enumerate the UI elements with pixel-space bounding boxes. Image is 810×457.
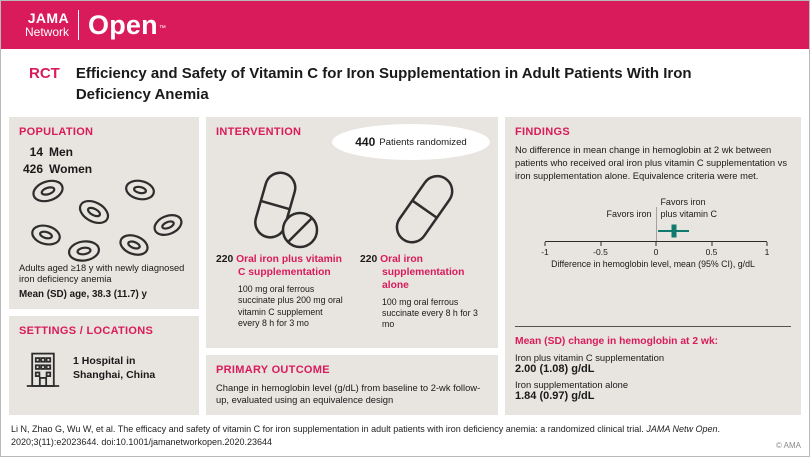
primary-outcome-panel: PRIMARY OUTCOME Change in hemoglobin lev… (206, 354, 498, 415)
citation-doi: . 2020;3(11):e2023644. doi:10.1001/jaman… (11, 424, 721, 447)
zero-line (656, 206, 657, 241)
main-content: POPULATION 14 Men 426 Women (1, 117, 809, 415)
tick-label: -1 (541, 246, 549, 257)
brand-jama-text: JAMA (27, 9, 70, 26)
intervention-panel: INTERVENTION 440 Patients randomized (206, 117, 498, 348)
tick-mark (766, 241, 768, 246)
population-heading: POPULATION (19, 126, 94, 138)
population-panel: POPULATION 14 Men 426 Women (9, 117, 199, 309)
arm2-name: Oral iron supplementation alone (380, 254, 465, 291)
citation-journal: JAMA Netw Open (646, 424, 718, 434)
point-marker (671, 224, 677, 238)
tick-mark (544, 241, 546, 246)
trademark-symbol: ™ (158, 24, 167, 32)
citation-text: Li N, Zhao G, Wu W, et al. The efficacy … (11, 424, 647, 434)
left-column: POPULATION 14 Men 426 Women (9, 117, 199, 415)
study-type-tag: RCT (29, 65, 60, 82)
favor-right-line1: Favors iron (660, 197, 706, 208)
favor-right-line2: plus vitamin C (660, 208, 717, 219)
tick-label: 0.5 (705, 246, 718, 257)
arm2-count: 220 (360, 254, 378, 265)
hospital-icon (26, 352, 60, 387)
jama-network-open-logo: JAMA Network Open ™ (25, 10, 166, 41)
favor-labels-row: Favors iron Favors iron plus vitamin C (545, 195, 767, 221)
forest-plot-area: Favors iron Favors iron plus vitamin C (541, 195, 770, 257)
favors-iron-label: Favors iron (606, 208, 652, 219)
intervention-heading: INTERVENTION (216, 126, 302, 138)
brand-network-text: Network (25, 25, 70, 40)
arm1-detail: 100 mg oral ferrous succinate plus 200 m… (238, 283, 343, 328)
middle-column: INTERVENTION 440 Patients randomized (206, 117, 498, 415)
settings-panel: SETTINGS / LOCATIONS (9, 316, 199, 415)
women-count: 426 (22, 162, 43, 177)
citation: Li N, Zhao G, Wu W, et al. The efficacy … (11, 423, 731, 448)
arm-iron-alone: 220 Oral iron supplementation alone 100 … (360, 170, 488, 331)
result2-label: Iron supplementation alone (515, 379, 629, 390)
tick-label: 0 (653, 246, 659, 257)
result1-value: 2.00 (1.08) g/dL (515, 363, 595, 375)
page-title: Efficiency and Safety of Vitamin C for I… (75, 65, 692, 103)
red-blood-cells-icon (31, 179, 183, 262)
result1-label: Iron plus vitamin C supplementation (515, 352, 665, 363)
tick-label: -0.5 (593, 246, 608, 257)
copyright-notice: © AMA (775, 441, 801, 450)
women-label: Women (49, 162, 93, 177)
randomized-count: 440 (355, 135, 376, 149)
footer: Li N, Zhao G, Wu W, et al. The efficacy … (1, 415, 809, 456)
jama-network-wordmark: JAMA Network (25, 9, 70, 40)
settings-heading: SETTINGS / LOCATIONS (19, 325, 154, 337)
tick-mark (655, 241, 657, 246)
findings-heading: FINDINGS (515, 126, 570, 138)
logo-divider (78, 10, 80, 40)
arm-iron-plus-vitamin-c: 220 Oral iron plus vitamin C supplementa… (216, 170, 344, 331)
findings-summary: No difference in mean change in hemoglob… (515, 144, 788, 181)
axis-caption: Difference in hemoglobin level, mean (95… (551, 258, 755, 269)
brand-open-text: Open (88, 9, 158, 40)
plot-band (545, 206, 767, 241)
tick-label: 1 (764, 246, 770, 257)
brand-open-wordmark: Open ™ (88, 10, 166, 41)
tick-mark (711, 241, 712, 246)
forest-plot: Favors iron Favors iron plus vitamin C (515, 195, 791, 269)
axis-ticks: -1 -0.5 0 0.5 1 (541, 241, 770, 257)
population-description: Adults aged ≥18 y with newly diagnosed i… (19, 262, 185, 285)
results-heading: Mean (SD) change in hemoglobin at 2 wk: (515, 336, 719, 347)
arm2-label-row: 220 Oral iron supplementation alone (360, 254, 488, 293)
intervention-arms: 220 Oral iron plus vitamin C supplementa… (216, 170, 488, 331)
patients-randomized-badge: 440 Patients randomized (332, 124, 490, 160)
settings-location-text: 1 Hospital in Shanghai, China (73, 354, 156, 381)
randomized-label: Patients randomized (379, 136, 467, 148)
men-count: 14 (29, 145, 43, 159)
men-count-row: 14 Men (19, 144, 189, 161)
settings-row: 1 Hospital in Shanghai, China (25, 347, 189, 389)
right-column: FINDINGS No difference in mean change in… (505, 117, 801, 415)
plot-axis (545, 240, 767, 242)
findings-divider (515, 326, 791, 327)
arm2-detail: 100 mg oral ferrous succinate every 8 h … (382, 296, 478, 330)
men-label: Men (49, 145, 73, 159)
population-age-line: Mean (SD) age, 38.3 (11.7) y (19, 289, 147, 300)
result2-value: 1.84 (0.97) g/dL (515, 390, 595, 402)
capsule-icon (395, 174, 454, 244)
arm1-label-row: 220 Oral iron plus vitamin C supplementa… (216, 254, 344, 280)
capsule-and-tablet-icon (254, 171, 319, 249)
arm1-name: Oral iron plus vitamin C supplementation (236, 254, 342, 278)
women-count-row: 426 Women (19, 161, 189, 178)
jama-header: JAMA Network Open ™ (1, 1, 809, 49)
primary-outcome-heading: PRIMARY OUTCOME (216, 363, 330, 376)
favors-iron-plus-vitamin-c-label: Favors iron plus vitamin C (660, 197, 717, 220)
title-bar: RCT Efficiency and Safety of Vitamin C f… (1, 49, 809, 117)
tick-mark (600, 241, 601, 246)
primary-outcome-text: Change in hemoglobin level (g/dL) from b… (216, 381, 481, 405)
findings-panel: FINDINGS No difference in mean change in… (505, 117, 801, 415)
red-blood-cells-illustration (19, 177, 189, 265)
arm1-count: 220 (216, 254, 234, 265)
